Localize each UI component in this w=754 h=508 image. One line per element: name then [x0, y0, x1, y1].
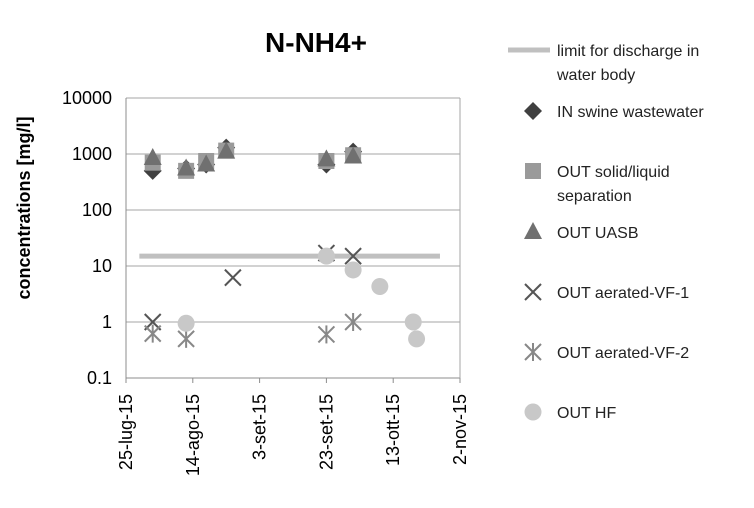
x-tick-label: 13-ott-15: [383, 394, 403, 466]
data-point-x: [224, 268, 242, 287]
data-marks: [139, 138, 440, 348]
triangle-shape: [344, 146, 363, 164]
triangle-shape: [524, 222, 542, 239]
data-point-triangle: [217, 141, 236, 159]
circle-shape: [408, 330, 426, 348]
square-shape: [525, 163, 541, 179]
legend-label: OUT HF: [557, 405, 616, 422]
data-point-triangle: [143, 147, 162, 165]
y-tick-label: 10000: [62, 88, 112, 108]
legend-item: OUT UASB: [524, 222, 639, 242]
plot-axes: [125, 98, 461, 383]
legend-label: IN swine wastewater: [557, 104, 704, 121]
legend-label: OUT solid/liquid: [557, 164, 670, 181]
data-point-star: [144, 324, 162, 343]
legend-label: separation: [557, 188, 632, 205]
x-tick-label: 2-nov-15: [450, 394, 470, 465]
data-point-circle: [317, 247, 335, 265]
x-stroke: [524, 283, 542, 301]
y-tick-label: 10: [92, 256, 112, 276]
legend-marker-circle: [524, 403, 542, 421]
data-point-triangle: [177, 158, 196, 176]
y-tick-label: 100: [82, 200, 112, 220]
legend-label: limit for discharge in: [557, 43, 699, 60]
x-tick-label: 25-lug-15: [116, 394, 136, 470]
data-point-star: [177, 329, 195, 348]
data-point-circle: [177, 314, 195, 332]
circle-shape: [524, 403, 542, 421]
x-tick-label: 23-set-15: [316, 394, 336, 470]
legend-marker-x: [524, 283, 542, 301]
x-tick-label: 3-set-15: [250, 394, 270, 460]
triangle-shape: [197, 154, 216, 172]
circle-shape: [404, 313, 422, 331]
legend-item: OUT HF: [524, 403, 616, 422]
data-point-circle: [404, 313, 422, 331]
data-point-circle: [371, 278, 389, 296]
legend-label: OUT UASB: [557, 225, 639, 242]
legend-item: IN swine wastewater: [524, 102, 704, 121]
legend-label: OUT aerated-VF-1: [557, 285, 689, 302]
triangle-shape: [317, 149, 336, 167]
x-stroke: [224, 268, 242, 287]
legend-item: OUT aerated-VF-2: [524, 343, 689, 362]
x-stroke: [344, 247, 362, 265]
legend-label: water body: [556, 67, 635, 84]
circle-shape: [177, 314, 195, 332]
y-tick-label: 1000: [72, 144, 112, 164]
data-point-x: [344, 247, 362, 265]
data-point-star: [317, 325, 336, 344]
legend-marker-square: [525, 163, 541, 179]
x-tick-label: 14-ago-15: [183, 394, 203, 476]
legend-item: OUT solid/liquid separation: [525, 163, 670, 205]
y-tick-label: 1: [102, 312, 112, 332]
diamond-shape: [524, 102, 542, 120]
triangle-shape: [143, 147, 162, 165]
circle-shape: [317, 247, 335, 265]
chart-title: N-NH4+: [265, 27, 367, 58]
circle-shape: [344, 261, 362, 279]
data-point-star: [344, 313, 362, 331]
legend: limit for discharge in water body IN swine…: [508, 43, 704, 422]
legend-marker-star: [524, 343, 542, 361]
legend-label: OUT aerated-VF-2: [557, 345, 689, 362]
triangle-shape: [217, 141, 236, 159]
data-point-circle: [408, 330, 426, 348]
legend-marker-triangle: [524, 222, 542, 239]
y-tick-label: 0.1: [87, 368, 112, 388]
tick-labels: 0.1 1 10 100 1000 10000 25-lug-15 14-ago-15 3-se…: [62, 88, 470, 476]
y-axis-label: concentrations [mg/l]: [14, 116, 34, 299]
legend-item: OUT aerated-VF-1: [524, 283, 689, 302]
legend-marker-diamond: [524, 102, 542, 120]
circle-shape: [371, 278, 389, 296]
data-point-triangle: [197, 154, 216, 172]
legend-item: limit for discharge in water body: [508, 43, 699, 84]
triangle-shape: [177, 158, 196, 176]
data-point-triangle: [344, 146, 363, 164]
data-point-triangle: [317, 149, 336, 167]
data-point-circle: [344, 261, 362, 279]
